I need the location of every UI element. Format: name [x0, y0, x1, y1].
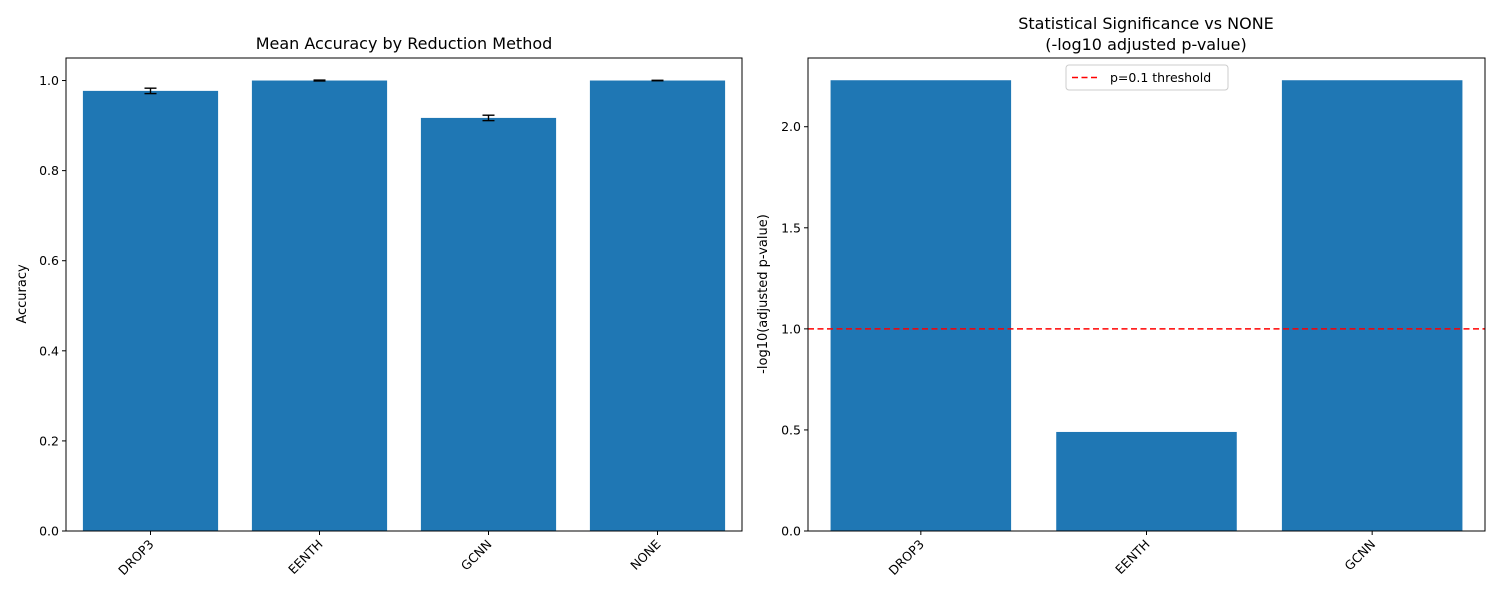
- l-y-tick-label: 0.8: [39, 163, 59, 178]
- l-bar-drop3: [82, 90, 219, 531]
- accuracy-y-ticks: 0.0 0.2 0.4 0.6 0.8 1.0: [39, 73, 66, 539]
- significance-chart: Statistical Significance vs NONE (-log10…: [756, 14, 1486, 578]
- significance-y-ticks: 0.0 0.5 1.0 1.5 2.0: [781, 119, 808, 539]
- r-bar-eenth: [1056, 431, 1237, 531]
- accuracy-plot-frame: [65, 57, 743, 532]
- significance-x-ticks: DROP3 EENTH GCNN: [885, 531, 1378, 578]
- significance-chart-subtitle: (-log10 adjusted p-value): [1045, 35, 1247, 54]
- accuracy-error-bars: [144, 79, 664, 122]
- accuracy-chart: Mean Accuracy by Reduction Method Accura…: [15, 34, 743, 578]
- l-bar-eenth: [251, 80, 388, 532]
- l-y-tick-label: 0.0: [39, 524, 59, 539]
- significance-chart-y-axis-label: -log10(adjusted p-value): [756, 214, 771, 374]
- r-x-tick-label: GCNN: [1341, 537, 1378, 574]
- significance-chart-title: Statistical Significance vs NONE: [1018, 14, 1274, 33]
- l-y-tick-label: 0.6: [39, 253, 59, 268]
- r-y-tick-label: 1.0: [781, 321, 801, 336]
- r-y-tick-label: 0.0: [781, 524, 801, 539]
- legend-label: p=0.1 threshold: [1110, 70, 1211, 85]
- l-bar-none: [589, 80, 726, 532]
- l-x-tick-label: DROP3: [115, 537, 156, 578]
- r-x-tick-label: EENTH: [1112, 537, 1152, 577]
- legend: p=0.1 threshold: [1065, 64, 1229, 91]
- l-bar-gcnn: [420, 117, 557, 531]
- r-bar-gcnn: [1281, 80, 1463, 531]
- r-x-tick-label: DROP3: [885, 537, 926, 578]
- l-x-tick-label: GCNN: [458, 537, 495, 574]
- l-y-tick-label: 0.4: [39, 343, 59, 358]
- l-y-tick-label: 0.2: [39, 433, 59, 448]
- legend-box: [1065, 64, 1229, 91]
- r-bar-drop3: [830, 80, 1012, 531]
- r-y-tick-label: 1.5: [781, 220, 801, 235]
- significance-bars: [830, 80, 1463, 531]
- significance-plot-frame: [807, 57, 1486, 532]
- accuracy-chart-title: Mean Accuracy by Reduction Method: [256, 34, 553, 53]
- accuracy-bars: [82, 80, 726, 532]
- l-y-tick-label: 1.0: [39, 73, 59, 88]
- l-x-tick-label: NONE: [627, 536, 663, 572]
- accuracy-x-ticks: DROP3 EENTH GCNN NONE: [115, 531, 664, 578]
- r-y-tick-label: 0.5: [781, 422, 801, 437]
- l-x-tick-label: EENTH: [285, 537, 325, 577]
- accuracy-chart-y-axis-label: Accuracy: [15, 264, 30, 324]
- r-y-tick-label: 2.0: [781, 119, 801, 134]
